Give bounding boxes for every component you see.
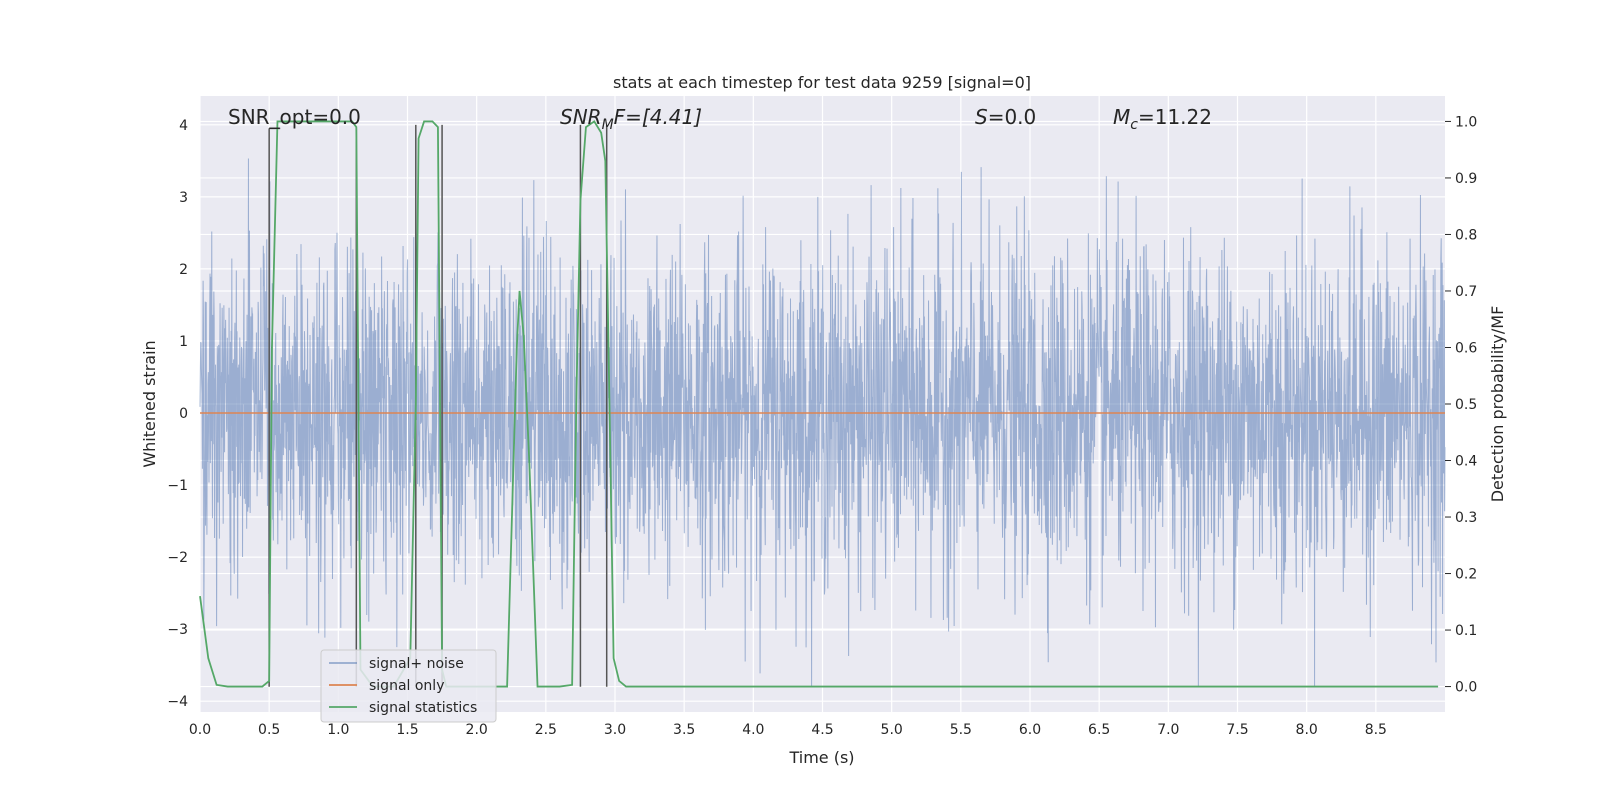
x-tick-label: 4.5 (811, 722, 833, 738)
annotation-snr-opt: SNR_opt=0.0 (228, 105, 361, 129)
x-tick-label: 4.0 (742, 722, 764, 738)
x-tick-label: 2.0 (466, 722, 488, 738)
annotation-mc: Mc=11.22 (1113, 105, 1212, 133)
x-tick-label: 0.5 (258, 722, 280, 738)
chart-title: stats at each timestep for test data 925… (613, 73, 1031, 92)
x-tick-label: 6.5 (1088, 722, 1110, 738)
x-tick-label: 7.0 (1157, 722, 1179, 738)
annotation-mc-main: M (1113, 105, 1130, 129)
annotation-snr-mf-main: SNR (560, 105, 602, 129)
annotation-snr-mf-sub: M (602, 117, 614, 133)
x-tick-label: 8.0 (1296, 722, 1318, 738)
y-axis-ticks: 4 3 2 1 0 −1 −2 −3 −4 (167, 118, 188, 710)
annotation-s: S=0.0 (975, 105, 1036, 129)
annotation-s-rest: =0.0 (988, 105, 1037, 129)
y2-tick-label: 0.0 (1455, 680, 1477, 696)
x-tick-label: 5.5 (950, 722, 972, 738)
y2-tick-label: 0.5 (1455, 397, 1477, 413)
annotation-snr-mf: SNRMF=[4.41] (560, 105, 702, 133)
x-tick-label: 8.5 (1365, 722, 1387, 738)
x-tick-label: 7.5 (1226, 722, 1248, 738)
annotation-s-main: S (975, 105, 988, 129)
y-tick-label: 3 (179, 190, 188, 206)
y-tick-label: 2 (179, 262, 188, 278)
signal-noise-line (199, 158, 1446, 687)
y2-tick-label: 0.9 (1455, 171, 1477, 187)
x-axis-ticks: 0.0 0.5 1.0 1.5 2.0 2.5 3.0 3.5 4.0 4.5 5.0 5.5 6.0 6… (189, 722, 1387, 738)
x-tick-label: 3.5 (673, 722, 695, 738)
y-tick-label: 4 (179, 118, 188, 134)
y-tick-label: −2 (167, 550, 188, 566)
x-tick-label: 5.0 (881, 722, 903, 738)
y2-tick-label: 0.6 (1455, 340, 1477, 356)
y2-tick-label: 1.0 (1455, 114, 1477, 130)
legend-box (320, 649, 497, 723)
annotation-mc-rest: =11.22 (1138, 105, 1212, 129)
x-tick-label: 1.0 (327, 722, 349, 738)
y2-tick-label: 0.3 (1455, 510, 1477, 526)
annotation-snr-mf-rest: F=[4.41] (614, 105, 702, 129)
x-tick-label: 1.5 (396, 722, 418, 738)
y2-tick-label: 0.1 (1455, 623, 1477, 639)
y2-axis-label: Detection probability/MF (1488, 306, 1507, 503)
y-tick-label: 1 (179, 334, 188, 350)
x-axis-label: Time (s) (788, 748, 854, 767)
y-tick-label: −1 (167, 478, 188, 494)
y-tick-label: 0 (179, 406, 188, 422)
legend-label-signal-statistics: signal statistics (369, 700, 477, 716)
annotation-mc-sub: c (1130, 117, 1138, 133)
x-tick-label: 2.5 (535, 722, 557, 738)
signal-noise-series (199, 158, 1446, 687)
legend-label-signal-noise: signal+ noise (369, 656, 464, 672)
y-tick-label: −4 (167, 694, 188, 710)
y2-axis-ticks: 1.0 0.9 0.8 0.7 0.6 0.5 0.4 0.3 0.2 0.1 0.0 (1445, 114, 1477, 696)
y-axis-label: Whitened strain (140, 340, 159, 467)
x-tick-label: 6.0 (1019, 722, 1041, 738)
y2-tick-label: 0.4 (1455, 454, 1477, 470)
y2-tick-label: 0.8 (1455, 227, 1477, 243)
y2-tick-label: 0.7 (1455, 284, 1477, 300)
signal-statistics-line (199, 120, 1439, 688)
signal-statistics-series (199, 120, 1439, 688)
legend-label-signal-only: signal only (369, 678, 444, 694)
legend: signal+ noise signal only signal statist… (320, 649, 497, 723)
x-tick-label: 3.0 (604, 722, 626, 738)
y2-tick-label: 0.2 (1455, 567, 1477, 583)
y-tick-label: −3 (167, 622, 188, 638)
x-tick-label: 0.0 (189, 722, 211, 738)
